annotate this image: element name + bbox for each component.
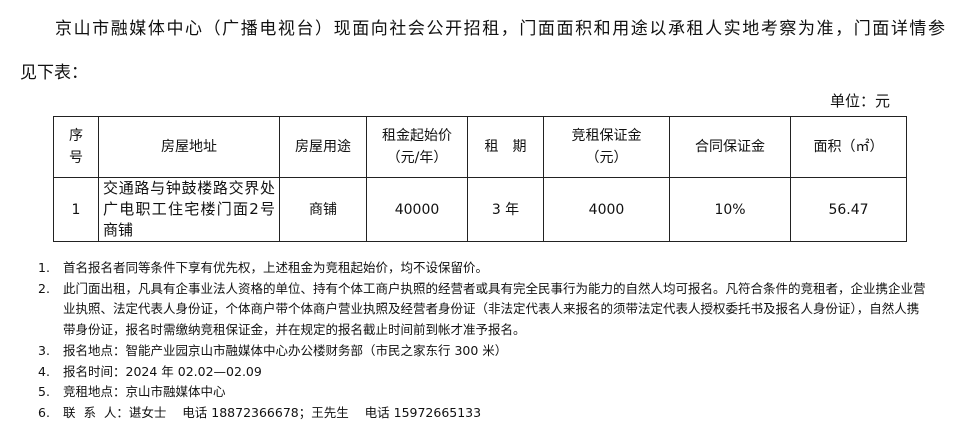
intro-paragraph-line1: 京山市融媒体中心（广播电视台）现面向社会公开招租，门面面积和用途以承租人实地考察… bbox=[55, 19, 945, 39]
note-item: 4. 报名时间：2024 年 02.02—02.09 bbox=[0, 362, 930, 383]
note-text: 首名报名者同等条件下享有优先权，上述租金为竞租起始价，均不设保留价。 bbox=[63, 260, 489, 275]
note-item: 5. 竞租地点：京山市融媒体中心 bbox=[0, 382, 930, 403]
note-item: 1. 首名报名者同等条件下享有优先权，上述租金为竞租起始价，均不设保留价。 bbox=[0, 258, 930, 279]
note-number: 1. bbox=[38, 260, 50, 275]
header-cell: 房屋地址 bbox=[98, 116, 280, 178]
note-number: 5. bbox=[38, 384, 50, 400]
note-item: 2. 此门面出租，凡具有企事业法人资格的单位、持有个体工商户执照的经营者或具有完全… bbox=[0, 279, 930, 341]
cell-area: 56.47 bbox=[790, 177, 907, 242]
cell-address: 交通路与钟鼓楼路交界处广电职工住宅楼门面2号商铺 bbox=[98, 177, 280, 242]
note-text: 报名时间：2024 年 02.02—02.09 bbox=[63, 363, 262, 379]
header-cell: 房屋用途 bbox=[279, 116, 367, 178]
note-item: 6. 联 系 人：谌女士 电话 18872366678；王先生 电话 159726… bbox=[0, 403, 930, 424]
intro-paragraph-line2: 见下表： bbox=[20, 63, 88, 83]
note-number: 6. bbox=[38, 404, 50, 420]
note-number: 2. bbox=[38, 280, 50, 296]
header-cell: 租 期 bbox=[467, 116, 544, 178]
cell-start-rent: 40000 bbox=[366, 177, 468, 242]
note-text: 联 系 人：谌女士 电话 18872366678；王先生 电话 15972665… bbox=[63, 404, 482, 420]
header-cell: 竞租保证金（元） bbox=[543, 116, 670, 178]
note-text: 此门面出租，凡具有企事业法人资格的单位、持有个体工商户执照的经营者或具有完全民事… bbox=[63, 280, 926, 338]
cell-usage: 商铺 bbox=[279, 177, 367, 242]
note-text: 报名地点：智能产业园京山市融媒体中心办公楼财务部（市民之家东行 300 米） bbox=[63, 342, 508, 358]
table-header-row: 序号 房屋地址 房屋用途 租金起始价（元/年） 租 期 竞租保证金（元） 合同保… bbox=[53, 116, 907, 178]
header-cell: 序号 bbox=[53, 116, 99, 178]
cell-contract-deposit: 10% bbox=[669, 177, 791, 242]
note-item: 3. 报名地点：智能产业园京山市融媒体中心办公楼财务部（市民之家东行 300 米） bbox=[0, 341, 930, 362]
unit-label: 单位：元 bbox=[830, 92, 891, 110]
notes-list: 1. 首名报名者同等条件下享有优先权，上述租金为竞租起始价，均不设保留价。 2. 此… bbox=[0, 258, 930, 424]
cell-lease-term: 3 年 bbox=[467, 177, 544, 242]
header-cell: 合同保证金 bbox=[669, 116, 791, 178]
note-number: 4. bbox=[38, 363, 50, 379]
rental-table: 序号 房屋地址 房屋用途 租金起始价（元/年） 租 期 竞租保证金（元） 合同保… bbox=[53, 116, 907, 242]
note-number: 3. bbox=[38, 342, 50, 358]
cell-index: 1 bbox=[53, 177, 99, 242]
header-cell: 面积（㎡） bbox=[790, 116, 907, 178]
table-row: 1 交通路与钟鼓楼路交界处广电职工住宅楼门面2号商铺 商铺 40000 3 年 … bbox=[53, 177, 907, 242]
note-text: 竞租地点：京山市融媒体中心 bbox=[63, 384, 226, 400]
header-cell: 租金起始价（元/年） bbox=[366, 116, 468, 178]
cell-bid-deposit: 4000 bbox=[543, 177, 670, 242]
